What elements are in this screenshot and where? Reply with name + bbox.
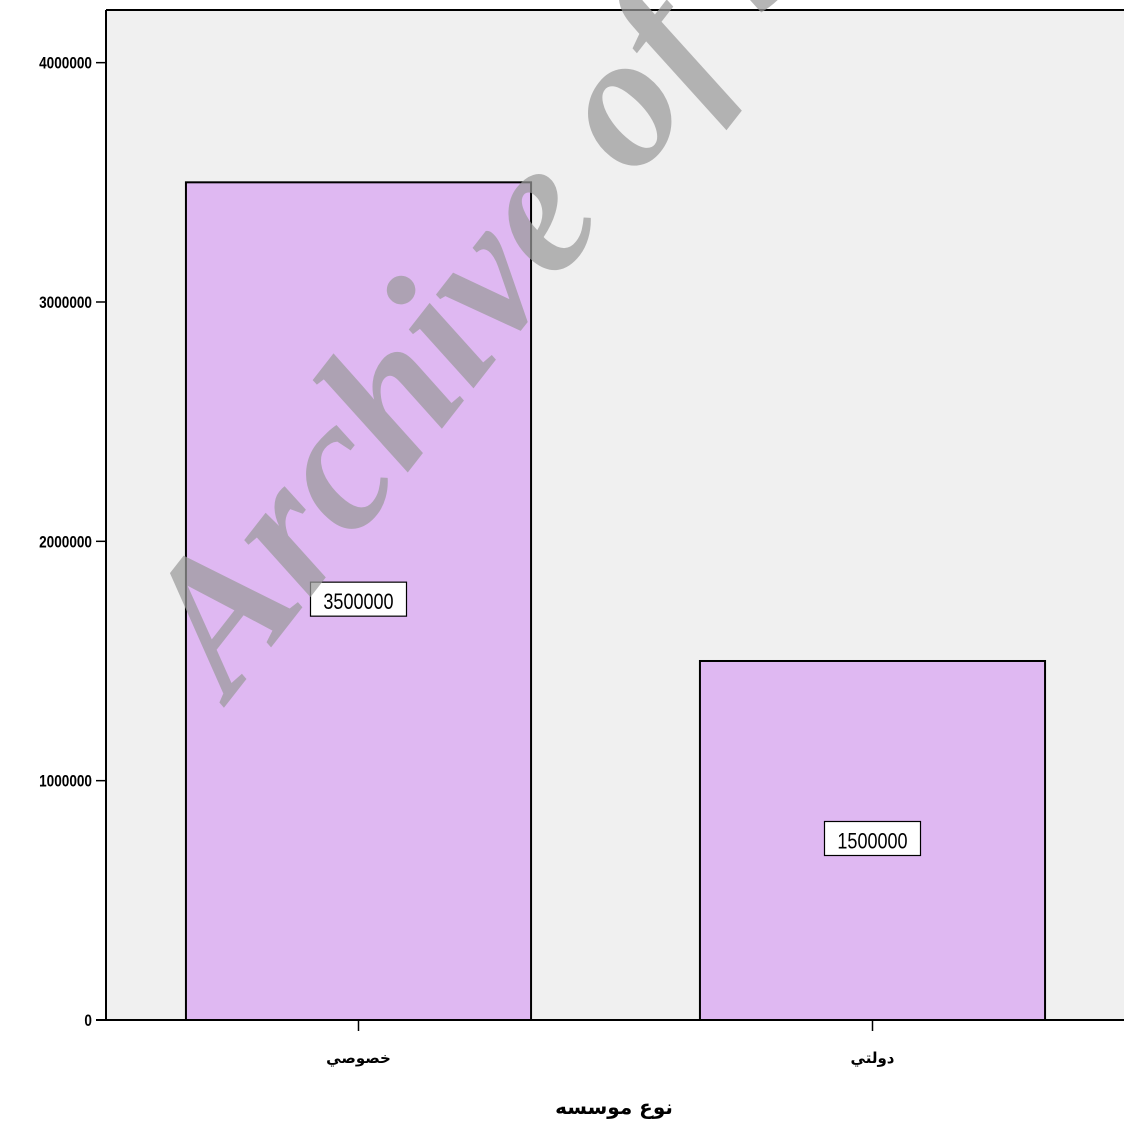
x-tick-label-0: خصوصي (326, 1049, 391, 1067)
ticks-group: خصوصي دولتي 0 1000000 2000000 3000000 4000000 (39, 54, 895, 1067)
y-tick-label-4: 4000000 (39, 54, 92, 73)
y-tick-label-2: 2000000 (39, 533, 92, 552)
data-label-1: 1500000 (837, 830, 907, 854)
x-axis-title: نوع موسسه (555, 1095, 673, 1119)
y-tick-label-3: 3000000 (39, 294, 92, 313)
data-label-box-1 (823, 820, 922, 857)
y-tick-label-0: 0 (84, 1012, 92, 1031)
data-label-box-0 (309, 581, 408, 617)
axes-group (96, 9, 1124, 1021)
y-tick-label-1: 1000000 (39, 772, 92, 791)
data-label-0: 3500000 (323, 591, 393, 615)
data-labels-group: 3500000 1500000 (309, 581, 922, 857)
x-tick-label-1: دولتي (851, 1049, 895, 1067)
